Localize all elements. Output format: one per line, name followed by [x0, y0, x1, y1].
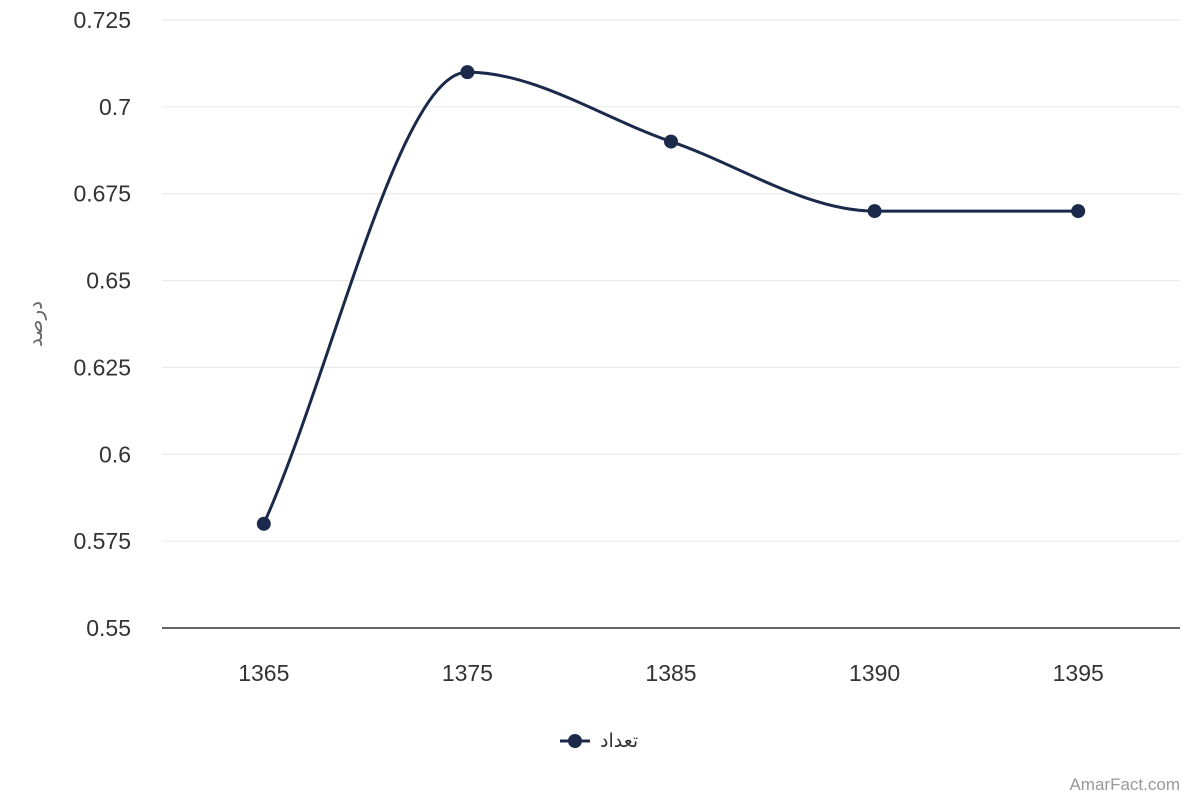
- data-point-marker[interactable]: [664, 134, 678, 149]
- series-line: [262, 70, 1079, 525]
- data-point-marker[interactable]: [460, 65, 475, 80]
- y-tick-label: 0.725: [73, 7, 131, 33]
- x-tick-label: 1375: [442, 660, 493, 686]
- y-tick-label: 0.675: [73, 181, 131, 207]
- legend[interactable]: تعداد: [560, 730, 638, 752]
- x-tick-label: 1385: [645, 660, 696, 686]
- data-point-marker[interactable]: [867, 204, 882, 219]
- data-point-marker[interactable]: [256, 516, 271, 531]
- legend-marker-symbol: [568, 734, 582, 748]
- data-point-marker[interactable]: [1071, 204, 1086, 219]
- y-tick-label: 0.625: [73, 354, 131, 380]
- y-axis-label: درصد: [23, 301, 47, 347]
- x-tick-label: 1395: [1053, 660, 1104, 686]
- x-axis-ticks: 1365 1375 1385 1390 1395: [238, 660, 1104, 686]
- y-axis-ticks: 0.55 0.575 0.6 0.625 0.65 0.675 0.7 0.725: [73, 7, 131, 641]
- x-tick-label: 1390: [849, 660, 900, 686]
- y-tick-label: 0.55: [86, 615, 131, 641]
- y-tick-label: 0.65: [86, 268, 131, 294]
- credit-text[interactable]: AmarFact.com: [1069, 775, 1180, 794]
- y-tick-label: 0.575: [73, 528, 131, 554]
- y-tick-label: 0.6: [99, 441, 131, 467]
- grid-lines: [162, 19, 1180, 542]
- x-tick-label: 1365: [238, 660, 289, 686]
- legend-label: تعداد: [600, 730, 638, 752]
- y-tick-label: 0.7: [99, 94, 131, 120]
- series-group: [256, 65, 1086, 531]
